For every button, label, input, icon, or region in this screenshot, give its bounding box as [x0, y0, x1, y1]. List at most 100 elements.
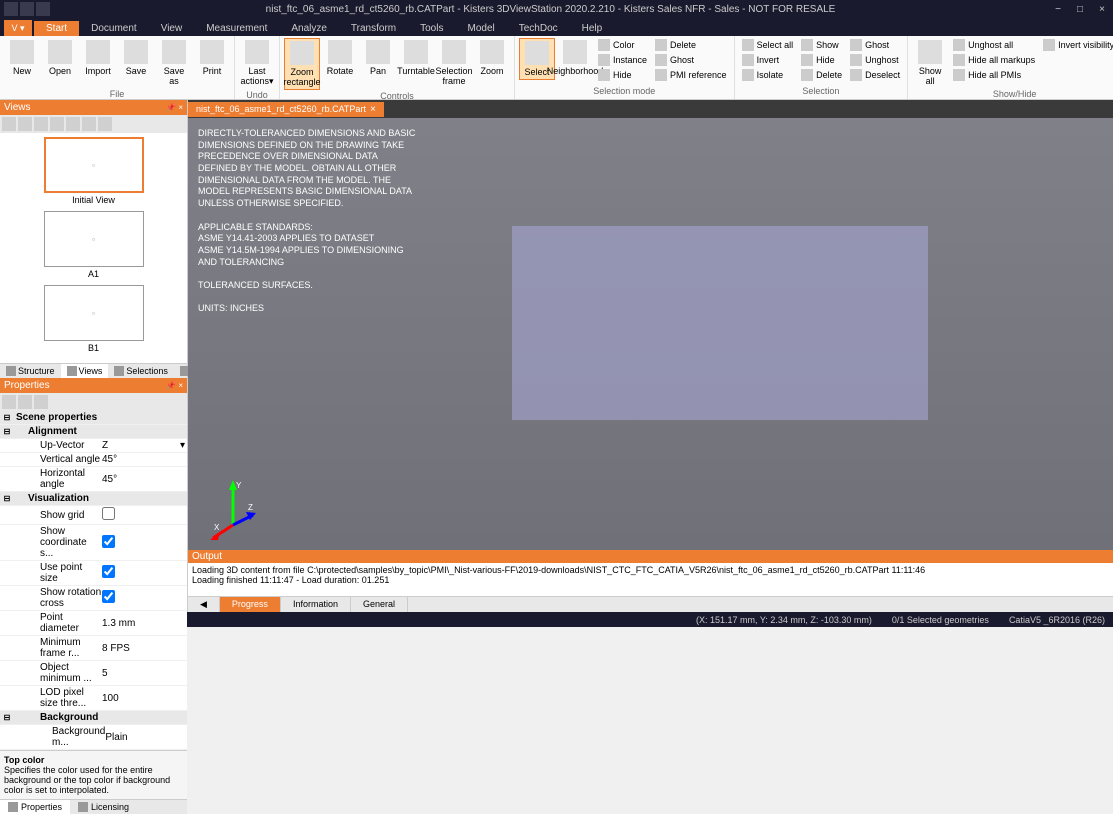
tab-licensing[interactable]: Licensing [70, 800, 137, 814]
prop-row[interactable]: Vertical angle45° [0, 453, 187, 467]
qat-open-icon[interactable] [20, 2, 34, 16]
neighborhood-button[interactable]: Neighborhood [557, 38, 593, 78]
import-button[interactable]: Import [80, 38, 116, 78]
prop-row[interactable]: Show coordinate s... [0, 525, 187, 561]
zoom-rectangle-button[interactable]: Zoom rectangle [284, 38, 320, 90]
invert-button[interactable]: Invert [739, 53, 797, 67]
open-button[interactable]: Open [42, 38, 78, 78]
ribbon-tab-measurement[interactable]: Measurement [194, 21, 279, 36]
views-tb-5[interactable] [66, 117, 80, 131]
app-menu-button[interactable]: V ▾ [4, 20, 32, 36]
ribbon-tab-model[interactable]: Model [455, 21, 506, 36]
hide-mode-button[interactable]: Hide [595, 68, 650, 82]
prop-row[interactable]: Horizontal angle45° [0, 467, 187, 492]
tab-properties[interactable]: Properties [0, 800, 70, 814]
ribbon-tab-help[interactable]: Help [570, 21, 615, 36]
prop-row[interactable]: LOD pixel size thre...100 [0, 686, 187, 711]
ribbon-tab-transform[interactable]: Transform [339, 21, 408, 36]
deselect-button[interactable]: Deselect [847, 68, 903, 82]
invert-visibility-button[interactable]: Invert visibility [1040, 38, 1113, 52]
show-all-button[interactable]: Show all [912, 38, 948, 88]
views-tb-3[interactable] [34, 117, 48, 131]
prop-row[interactable]: Use point size [0, 561, 187, 586]
prop-group-header[interactable]: ⊟Visualization [0, 492, 187, 506]
prop-row[interactable]: Minimum frame r...8 FPS [0, 636, 187, 661]
ribbon-tab-document[interactable]: Document [79, 21, 149, 36]
ribbon-tab-analyze[interactable]: Analyze [279, 21, 339, 36]
3d-viewport[interactable]: DIRECTLY-TOLERANCED DIMENSIONS AND BASIC… [188, 118, 1113, 550]
new-button[interactable]: New [4, 38, 40, 78]
maximize-button[interactable]: □ [1073, 4, 1087, 15]
tab-selections[interactable]: Selections [108, 364, 174, 378]
delete-button[interactable]: Delete [798, 68, 845, 82]
ribbon-tab-tools[interactable]: Tools [408, 21, 455, 36]
output-tab-general[interactable]: General [351, 597, 408, 612]
selection-frame-button[interactable]: Selection frame [436, 38, 472, 88]
show-button[interactable]: Show [798, 38, 845, 52]
zoom-button[interactable]: Zoom [474, 38, 510, 78]
close-button[interactable]: × [1095, 4, 1109, 15]
ribbon-tab-start[interactable]: Start [34, 21, 79, 36]
unghost-all-button[interactable]: Unghost all [950, 38, 1038, 52]
prop-group-header[interactable]: ⊟Alignment [0, 425, 187, 439]
prop-group-header[interactable]: ⊟Background [0, 711, 187, 725]
tab-views[interactable]: Views [61, 364, 109, 378]
prop-checkbox[interactable] [102, 507, 115, 520]
document-tab[interactable]: nist_ftc_06_asme1_rd_ct5260_rb.CATPart × [188, 102, 384, 117]
views-tb-6[interactable] [82, 117, 96, 131]
rotate-button[interactable]: Rotate [322, 38, 358, 78]
print-button[interactable]: Print [194, 38, 230, 78]
views-tb-7[interactable] [98, 117, 112, 131]
ghost-mode-button[interactable]: Ghost [652, 53, 730, 67]
pan-button[interactable]: Pan [360, 38, 396, 78]
props-tb-1[interactable] [2, 395, 16, 409]
views-tb-4[interactable] [50, 117, 64, 131]
view-item[interactable]: ▫ B1 [4, 285, 183, 353]
prop-checkbox[interactable] [102, 590, 115, 603]
undo-button[interactable]: Last actions▾ [239, 38, 275, 89]
pin-icon[interactable]: 📌 [166, 381, 176, 390]
prop-group-header[interactable]: ⊟Scene properties [0, 411, 187, 425]
save-button[interactable]: Save [118, 38, 154, 78]
hide-markups-button[interactable]: Hide all markups [950, 53, 1038, 67]
select-all-button[interactable]: Select all [739, 38, 797, 52]
prop-row[interactable]: Up-VectorZ ▾ [0, 439, 187, 453]
turntable-button[interactable]: Turntable [398, 38, 434, 78]
pin-icon[interactable]: 📌 [166, 103, 176, 112]
panel-close-icon[interactable]: × [178, 103, 183, 112]
prop-row[interactable]: Show rotation cross [0, 586, 187, 611]
prop-checkbox[interactable] [102, 535, 115, 548]
minimize-button[interactable]: − [1051, 4, 1065, 15]
doc-close-icon[interactable]: × [370, 104, 376, 115]
qat-menu-icon[interactable] [36, 2, 50, 16]
instance-mode-button[interactable]: Instance [595, 53, 650, 67]
views-tb-2[interactable] [18, 117, 32, 131]
views-tb-1[interactable] [2, 117, 16, 131]
ghost-button[interactable]: Ghost [847, 38, 903, 52]
saveas-button[interactable]: Save as [156, 38, 192, 88]
output-tab-information[interactable]: Information [281, 597, 351, 612]
prop-row[interactable]: Object minimum ...5 [0, 661, 187, 686]
output-tab-nav[interactable]: ◀ [188, 597, 220, 612]
prop-row[interactable]: Background m...Plain [0, 725, 187, 750]
ribbon-tab-techdoc[interactable]: TechDoc [507, 21, 570, 36]
prop-row[interactable]: Show grid [0, 506, 187, 525]
pmiref-mode-button[interactable]: PMI reference [652, 68, 730, 82]
qat-save-icon[interactable] [4, 2, 18, 16]
hide-button[interactable]: Hide [798, 53, 845, 67]
color-mode-button[interactable]: Color [595, 38, 650, 52]
view-item[interactable]: ▫ Initial View [4, 137, 183, 205]
ribbon-tab-view[interactable]: View [149, 21, 195, 36]
isolate-button[interactable]: Isolate [739, 68, 797, 82]
tab-structure[interactable]: Structure [0, 364, 61, 378]
panel-close-icon[interactable]: × [178, 381, 183, 390]
unghost-button[interactable]: Unghost [847, 53, 903, 67]
view-item[interactable]: ▫ A1 [4, 211, 183, 279]
hide-pmis-button[interactable]: Hide all PMIs [950, 68, 1038, 82]
delete-mode-button[interactable]: Delete [652, 38, 730, 52]
props-tb-2[interactable] [18, 395, 32, 409]
prop-checkbox[interactable] [102, 565, 115, 578]
output-tab-progress[interactable]: Progress [220, 597, 281, 612]
prop-row[interactable]: Point diameter1.3 mm [0, 611, 187, 636]
props-tb-3[interactable] [34, 395, 48, 409]
